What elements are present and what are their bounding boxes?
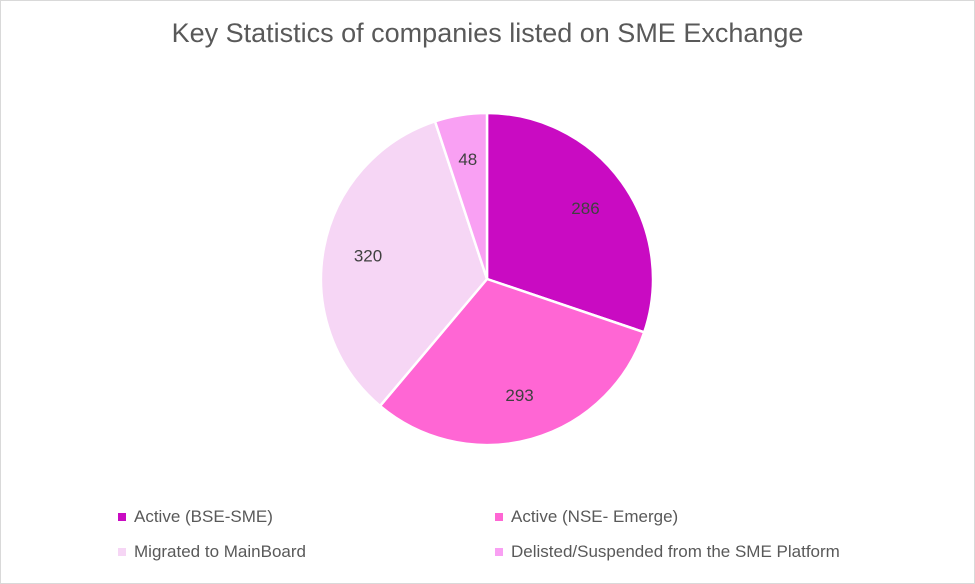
data-label-active-nse-emerge: 293 — [505, 386, 533, 405]
chart-title: Key Statistics of companies listed on SM… — [171, 18, 804, 48]
pie-slice-active-bse-sme — [485, 111, 655, 334]
data-label-migrated-to-mainboard: 320 — [354, 247, 382, 266]
pie-slice-migrated-to-mainboard — [319, 119, 489, 408]
pie-slice-delisted-suspended-from-the-sme-platform — [433, 111, 489, 280]
data-label-delisted-suspended-from-the-sme-platform: 48 — [458, 150, 477, 169]
pie-slice-active-nse-emerge — [378, 277, 646, 447]
data-label-active-bse-sme: 286 — [571, 199, 599, 218]
